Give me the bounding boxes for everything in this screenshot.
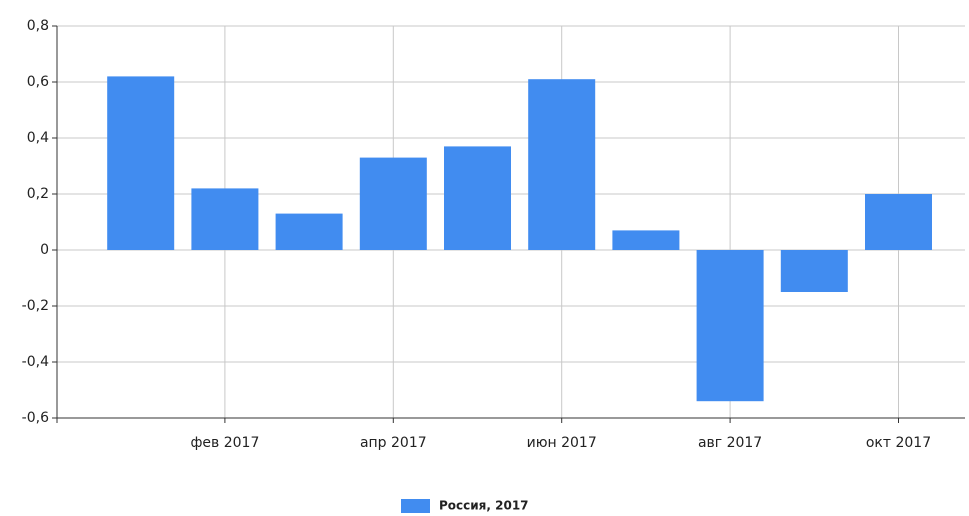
bar (696, 250, 764, 402)
y-tick-label: 0,4 (27, 130, 49, 146)
x-tick-label: апр 2017 (360, 435, 427, 451)
y-tick-label: 0 (40, 242, 49, 258)
x-tick-label: фев 2017 (190, 435, 259, 451)
bar (865, 194, 932, 250)
legend-swatch (401, 499, 430, 513)
bar (275, 213, 343, 250)
y-tick-label: -0,4 (22, 354, 49, 370)
y-tick-label: 0,8 (27, 18, 49, 34)
bars (107, 76, 932, 402)
y-tick-label: 0,2 (27, 186, 49, 202)
axes: -0,6 -0,4 -0,2 0 0,2 0,4 0,6 0,8 фев 2017 апр 201… (22, 18, 965, 451)
bar (107, 76, 175, 251)
x-tick-label: июн 2017 (527, 435, 597, 451)
x-tick-label: авг 2017 (698, 435, 762, 451)
bar (359, 157, 427, 250)
legend-label: Россия, 2017 (439, 499, 529, 513)
bar (191, 188, 259, 250)
bar (612, 230, 680, 250)
bar (444, 146, 511, 250)
bar (528, 79, 596, 250)
x-tick-label: окт 2017 (866, 435, 931, 451)
y-tick-label: -0,2 (22, 298, 49, 314)
y-tick-label: 0,6 (27, 74, 49, 90)
bar (780, 250, 848, 292)
y-tick-label: -0,6 (22, 410, 49, 426)
